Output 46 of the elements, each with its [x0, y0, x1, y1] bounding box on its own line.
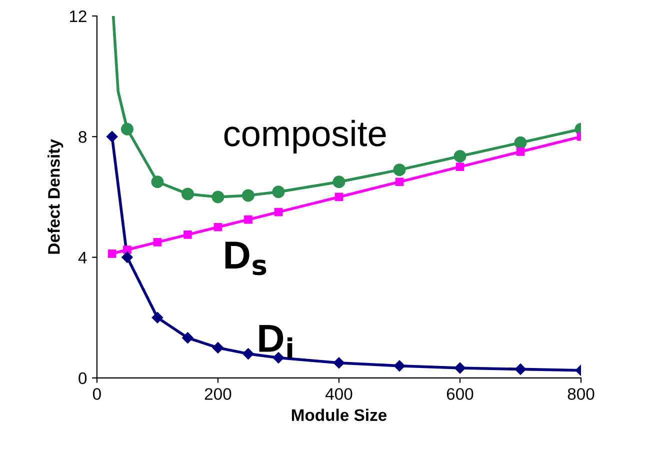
point: [454, 150, 466, 162]
x-tick-label: 800: [568, 388, 594, 400]
y-tick-label: 12: [70, 10, 86, 22]
point: [120, 122, 134, 136]
point: [394, 360, 406, 372]
point: [152, 312, 164, 324]
point: [184, 230, 192, 239]
point: [456, 162, 464, 171]
point: [514, 364, 526, 375]
point: [106, 131, 118, 142]
x-tick-label: 600: [446, 388, 474, 400]
point: [334, 192, 344, 202]
point: [272, 352, 284, 364]
point: [514, 136, 527, 149]
point: [393, 164, 406, 176]
point: [153, 238, 162, 246]
series-label: D$_{s}$: [225, 242, 266, 276]
point: [454, 362, 466, 374]
point: [182, 332, 194, 344]
y-tick-label: 0: [78, 372, 87, 384]
point: [332, 176, 346, 188]
series-label: D$_{i}$: [259, 324, 292, 358]
series-label: composite: [224, 120, 386, 154]
y-axis-title: Defect Density: [48, 139, 64, 254]
point: [212, 342, 224, 354]
point: [272, 186, 285, 198]
point: [122, 252, 133, 263]
point: [181, 188, 194, 200]
point: [244, 215, 252, 224]
point: [516, 148, 525, 156]
point: [274, 208, 283, 216]
x-tick-label: 400: [325, 388, 352, 400]
point: [108, 250, 116, 258]
x-tick-label: 0: [92, 388, 101, 400]
x-axis-title: Module Size: [292, 408, 387, 421]
point: [123, 246, 132, 254]
y-tick-label: 8: [78, 131, 86, 143]
point: [212, 190, 224, 204]
x-tick-label: 200: [204, 388, 232, 400]
point: [214, 222, 222, 232]
point: [242, 189, 254, 202]
point: [151, 176, 164, 188]
point: [242, 348, 254, 360]
y-tick-label: 4: [78, 252, 87, 264]
point: [395, 178, 404, 186]
point: [333, 357, 345, 368]
